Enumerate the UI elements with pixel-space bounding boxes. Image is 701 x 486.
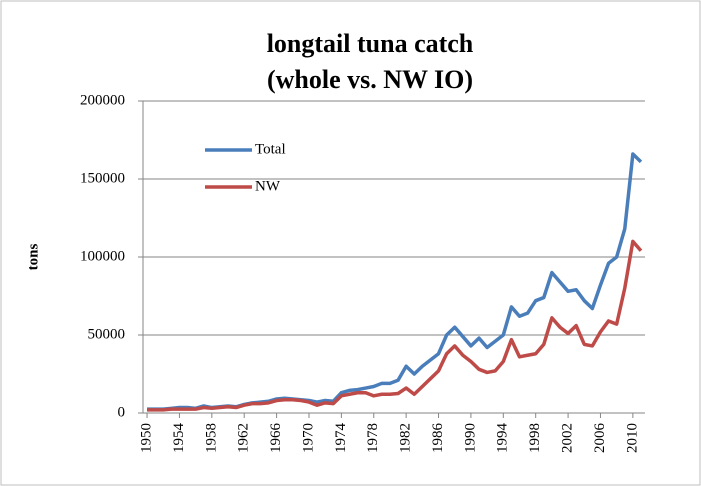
x-tick-label: 1950 <box>138 423 154 453</box>
chart-title: (whole vs. NW IO) <box>267 65 473 94</box>
x-tick-label: 1954 <box>171 423 187 454</box>
y-axis-label: tons <box>25 244 41 271</box>
x-tick-label: 1986 <box>430 423 446 454</box>
x-tick-label: 1974 <box>333 423 349 454</box>
y-tick-label: 0 <box>118 404 126 420</box>
x-tick-label: 2010 <box>624 423 640 453</box>
data-line <box>147 239 643 412</box>
y-tick-label: 200000 <box>80 92 125 108</box>
x-tick-label: 1962 <box>236 423 252 453</box>
legend-label: NW <box>255 178 281 194</box>
x-tick-label: 2006 <box>592 423 608 454</box>
chart-title: longtail tuna catch <box>267 29 474 58</box>
x-tick-label: 1970 <box>300 423 316 453</box>
x-tick-label: 1958 <box>203 423 219 453</box>
legend-label: Total <box>255 141 286 157</box>
x-tick-label: 1994 <box>495 423 511 454</box>
x-tick-label: 1998 <box>527 423 543 453</box>
x-tick-label: 1982 <box>398 423 414 453</box>
x-tick-label: 1990 <box>462 423 478 453</box>
x-tick-label: 2002 <box>560 423 576 453</box>
y-tick-label: 50000 <box>88 326 126 342</box>
y-tick-label: 150000 <box>80 170 125 186</box>
x-tick-label: 1978 <box>365 423 381 453</box>
y-tick-label: 100000 <box>80 248 125 264</box>
x-tick-label: 1966 <box>268 423 284 454</box>
